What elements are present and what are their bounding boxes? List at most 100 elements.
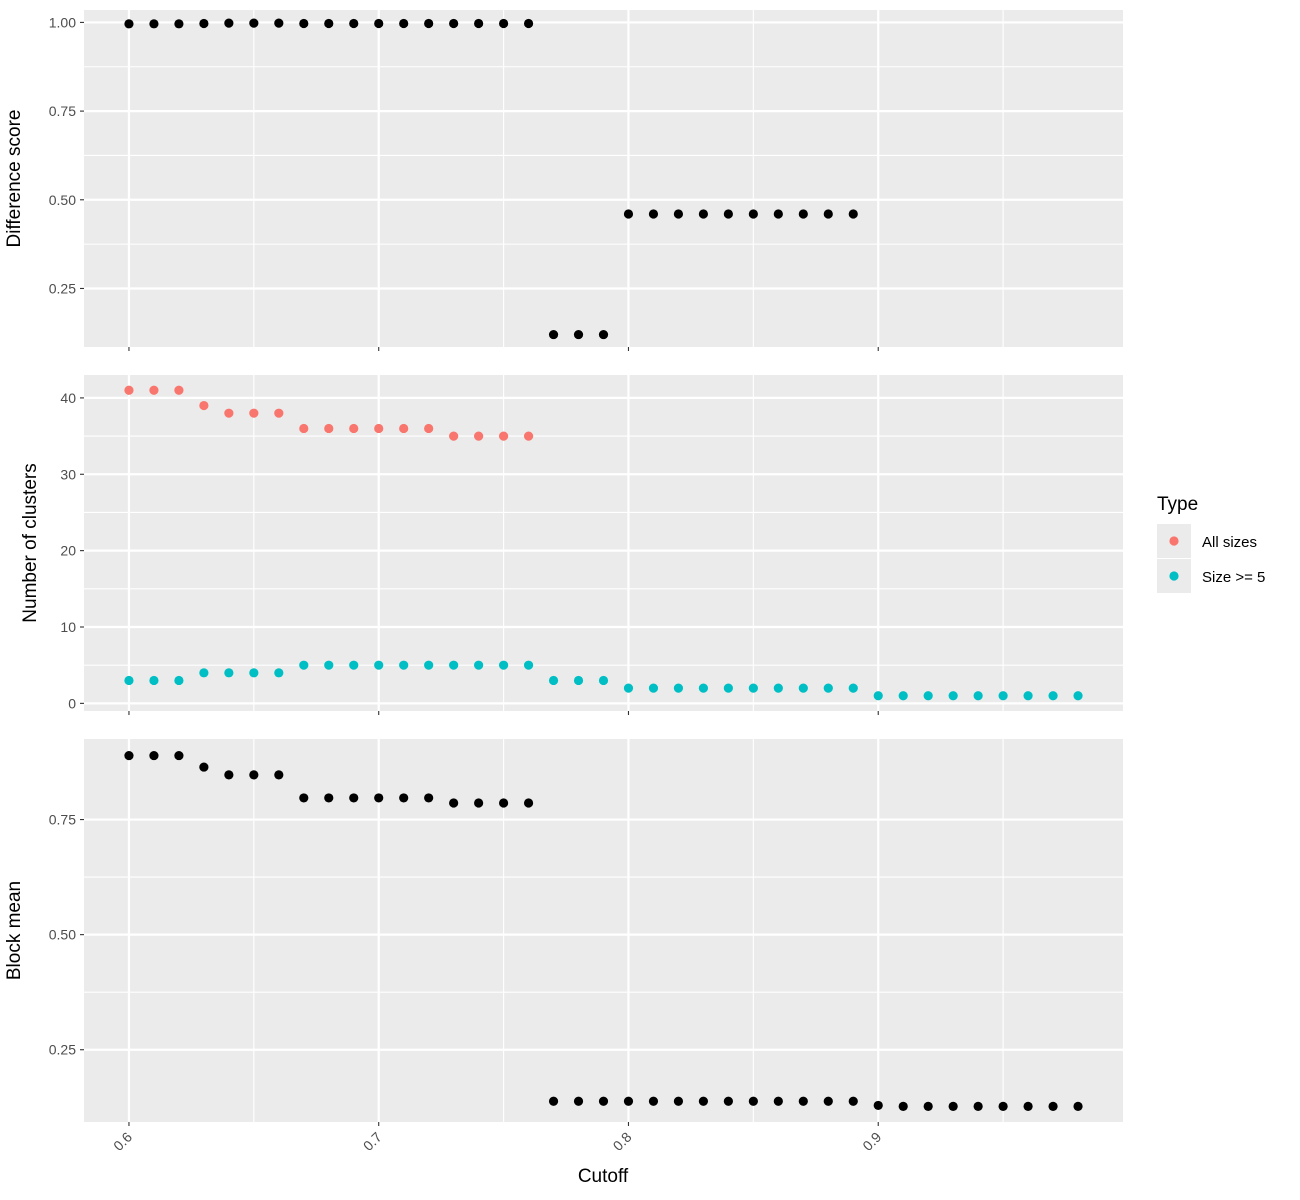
data-point xyxy=(399,660,409,670)
data-point xyxy=(199,668,209,678)
data-point xyxy=(773,1096,783,1106)
data-point xyxy=(399,793,409,803)
data-point xyxy=(573,1096,584,1106)
data-point xyxy=(474,660,484,670)
data-point xyxy=(723,209,733,219)
data-point xyxy=(224,770,234,780)
data-point xyxy=(449,660,459,670)
data-point xyxy=(673,1096,684,1106)
data-point xyxy=(349,423,359,434)
data-point xyxy=(199,400,209,411)
data-point xyxy=(1023,691,1033,701)
data-point xyxy=(349,18,359,29)
y-tick-label: 40 xyxy=(60,390,76,406)
data-point xyxy=(698,1096,709,1106)
data-point xyxy=(1073,1101,1083,1111)
data-point xyxy=(224,668,234,678)
data-point xyxy=(199,18,209,29)
data-point xyxy=(449,18,459,29)
data-point xyxy=(1048,691,1058,701)
chart-panels: 0.25 0.50 0.75 1.00 Difference score 0 10 20 30 4… xyxy=(4,10,1123,1154)
data-point xyxy=(374,18,384,29)
y-tick-label: 0 xyxy=(68,695,76,711)
data-point xyxy=(374,793,384,803)
data-point xyxy=(773,683,783,693)
data-point xyxy=(548,675,559,686)
data-point xyxy=(623,209,634,219)
data-point xyxy=(673,683,684,693)
data-point xyxy=(249,668,259,678)
data-point xyxy=(324,423,334,434)
data-point xyxy=(748,209,758,219)
data-point xyxy=(848,1096,858,1106)
data-point xyxy=(224,18,234,28)
data-point xyxy=(124,675,134,686)
data-point xyxy=(848,683,858,693)
data-point xyxy=(548,329,559,340)
panel-difference-score: 0.25 0.50 0.75 1.00 Difference score xyxy=(4,10,1123,351)
data-point xyxy=(249,18,259,28)
data-point xyxy=(523,18,534,29)
data-point xyxy=(299,18,309,29)
legend: Type All sizes Size >= 5 xyxy=(1157,494,1265,593)
data-point xyxy=(1073,691,1083,701)
data-point xyxy=(848,209,858,219)
y-axis-title: Number of clusters xyxy=(20,463,41,622)
data-point xyxy=(723,683,733,693)
data-point xyxy=(424,18,434,29)
data-point xyxy=(573,675,584,686)
data-point xyxy=(299,660,309,670)
data-point xyxy=(424,660,434,670)
data-point xyxy=(873,1100,883,1111)
data-point xyxy=(149,750,159,761)
data-point xyxy=(249,408,259,418)
data-point xyxy=(449,431,459,441)
data-point xyxy=(523,660,534,670)
data-point xyxy=(174,385,184,395)
legend-label-all-sizes: All sizes xyxy=(1202,534,1257,551)
data-point xyxy=(648,1096,659,1106)
x-tick-label: 0.9 xyxy=(859,1129,884,1154)
y-tick-label: 0.75 xyxy=(49,103,76,119)
data-point xyxy=(224,408,234,418)
data-point xyxy=(798,683,808,693)
y-tick-label: 30 xyxy=(60,466,76,482)
x-tick-label: 0.6 xyxy=(110,1129,135,1154)
data-point xyxy=(274,18,284,28)
data-point xyxy=(998,1101,1008,1111)
x-tick-label: 0.8 xyxy=(610,1129,635,1154)
panel-background xyxy=(84,375,1123,711)
series-all-sizes xyxy=(124,385,534,441)
data-point xyxy=(474,18,484,29)
data-point xyxy=(249,770,259,780)
data-point xyxy=(623,683,634,693)
y-tick-label: 1.00 xyxy=(49,14,76,30)
data-point xyxy=(498,18,509,29)
data-point xyxy=(598,675,609,686)
panel-number-of-clusters: 0 10 20 30 40 Number of clusters xyxy=(20,375,1123,715)
data-point xyxy=(948,1101,958,1111)
data-point xyxy=(374,660,384,670)
panel-background xyxy=(84,739,1123,1122)
x-axis-title: Cutoff xyxy=(578,1166,629,1187)
data-point xyxy=(174,750,184,761)
data-point xyxy=(1023,1101,1033,1111)
series-size-5 xyxy=(124,660,1083,701)
data-point xyxy=(823,1096,833,1106)
data-point xyxy=(823,683,833,693)
data-point xyxy=(598,329,609,340)
data-point xyxy=(623,1096,634,1106)
data-point xyxy=(523,431,534,441)
data-point xyxy=(324,18,334,29)
data-point xyxy=(998,691,1008,701)
data-point xyxy=(573,329,584,340)
data-point xyxy=(598,1096,609,1106)
data-point xyxy=(1048,1101,1058,1111)
panel-background xyxy=(84,10,1123,347)
data-point xyxy=(149,385,159,395)
series-block-mean xyxy=(124,750,1083,1111)
data-point xyxy=(474,431,484,441)
data-point xyxy=(349,793,359,803)
y-tick-label: 0.25 xyxy=(49,280,76,296)
